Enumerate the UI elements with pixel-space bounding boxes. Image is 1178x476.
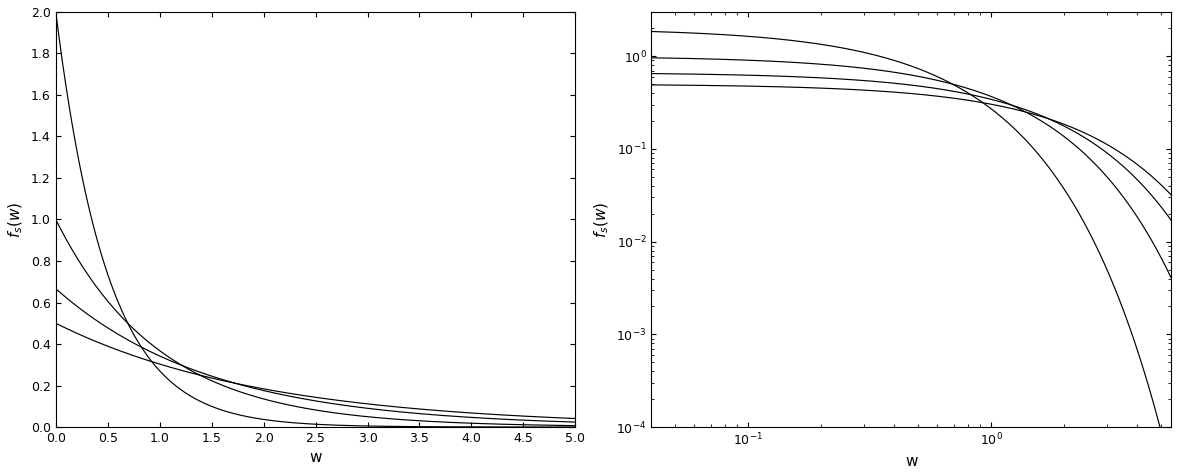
Y-axis label: $f_s(w)$: $f_s(w)$ <box>593 201 610 238</box>
X-axis label: w: w <box>310 450 322 466</box>
Y-axis label: $f_s(w)$: $f_s(w)$ <box>7 201 26 238</box>
X-axis label: w: w <box>905 454 918 469</box>
